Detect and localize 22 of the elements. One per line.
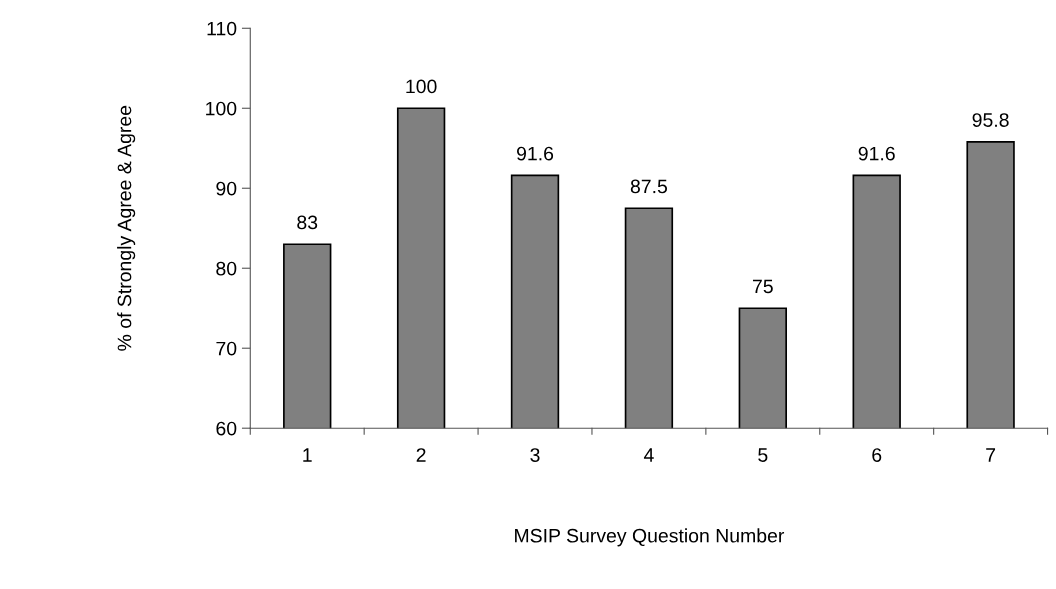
y-tick-label: 100 (206, 101, 237, 116)
data-label: 91.6 (517, 146, 554, 161)
data-label: 87.5 (630, 179, 668, 194)
y-axis-title: % of Strongly Agree & Agree (117, 105, 136, 351)
y-tick-label: 80 (216, 261, 237, 276)
data-label: 75 (752, 279, 773, 294)
x-tick-label: 6 (872, 448, 882, 462)
y-tick-label: 110 (207, 21, 237, 36)
y-tick-label: 90 (216, 181, 237, 196)
x-tick-label: 5 (758, 448, 768, 462)
x-tick-label: 7 (986, 448, 996, 462)
y-tick-label: 60 (216, 421, 237, 436)
x-axis-title: MSIP Survey Question Number (515, 528, 785, 547)
x-tick-label: 1 (303, 448, 312, 462)
data-label: 83 (297, 215, 318, 230)
data-label: 95.8 (972, 113, 1009, 127)
x-tick-label: 2 (416, 448, 426, 462)
y-tick-label: 70 (216, 341, 237, 356)
data-label: 91.6 (858, 146, 895, 161)
data-label: 100 (406, 79, 437, 94)
x-tick-label: 4 (643, 448, 654, 462)
x-tick-label: 3 (530, 448, 540, 462)
